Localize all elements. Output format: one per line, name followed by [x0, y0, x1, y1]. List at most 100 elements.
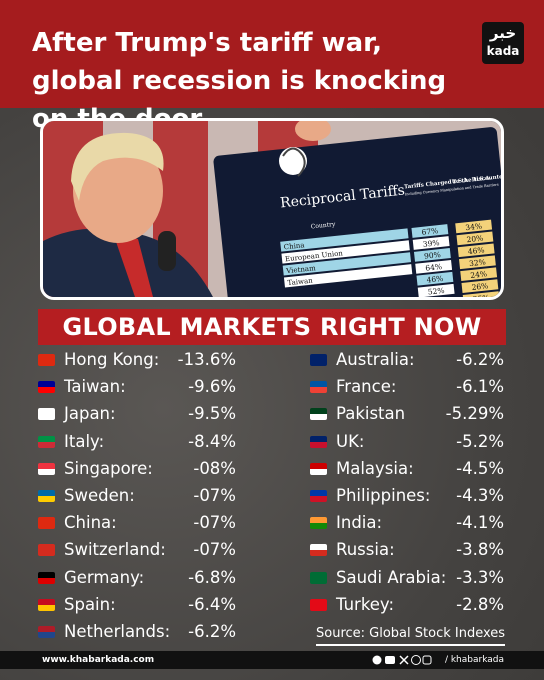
board-discounted: 20%: [466, 234, 484, 245]
tie: [113, 233, 153, 297]
flag: [38, 517, 55, 530]
change: -13.6%: [177, 350, 236, 369]
change: -4.5%: [456, 458, 504, 478]
icon: [399, 655, 409, 665]
icon: [385, 656, 395, 664]
handle: / khabarkada: [444, 655, 504, 665]
board-cell: [416, 271, 454, 286]
board-row: [280, 228, 409, 252]
change: -08%: [193, 458, 236, 478]
market-row: France: -6.1%: [310, 375, 504, 399]
market-row: Philippines: -4.3%: [310, 484, 504, 508]
board-cell: [460, 267, 498, 282]
logo: خبر kada: [482, 22, 524, 64]
market-row: Netherlands: -6.2%: [38, 620, 236, 644]
market-row: Sweden: -07%: [38, 484, 236, 508]
change: -4.1%: [456, 513, 504, 533]
section-banner: GLOBAL MARKETS RIGHT NOW: [38, 309, 506, 345]
board-cell: [411, 224, 449, 238]
board-cell: [458, 255, 496, 270]
market-row: Singapore: -08%: [38, 457, 236, 481]
board-cell: [461, 279, 499, 293]
country: Japan:: [64, 404, 116, 424]
country: Pakistan: [336, 404, 406, 424]
market-row: Switzerland: -07%: [38, 538, 236, 562]
flag: [38, 354, 55, 366]
change: -07%: [193, 540, 236, 560]
country: France:: [336, 377, 397, 397]
flag: [38, 626, 55, 638]
country: China:: [64, 513, 117, 533]
board-country: China: [283, 241, 305, 251]
market-row: Germany: -6.8%: [38, 566, 236, 590]
market-row: Australia: -6.2%: [310, 348, 504, 372]
board-cell: [455, 219, 493, 234]
flag: [310, 517, 327, 530]
board-charged: 46%: [426, 274, 444, 285]
change: -3.8%: [456, 540, 504, 560]
change: -6.1%: [456, 377, 504, 397]
country: India:: [336, 513, 383, 533]
flag: [310, 490, 327, 502]
hair: [71, 132, 164, 201]
flag: [310, 571, 327, 584]
flag: [38, 435, 55, 448]
change: -6.8%: [188, 567, 236, 587]
board-cell: [462, 291, 500, 297]
board-header: Country: [310, 221, 336, 231]
change: -6.2%: [188, 622, 236, 641]
change: -07%: [193, 513, 236, 533]
market-row: Russia: -3.8%: [310, 538, 504, 562]
social-icons: [372, 655, 432, 665]
board-charged: 90%: [424, 250, 442, 261]
seal: [279, 147, 307, 175]
board-discounted: 32%: [469, 257, 487, 268]
country: Malaysia:: [336, 458, 414, 478]
logo-text: kada: [486, 44, 520, 58]
board-charged: 52%: [427, 286, 445, 297]
icon: [411, 655, 421, 665]
board-cell: [456, 231, 494, 246]
flag: [310, 354, 327, 366]
hand: [282, 147, 306, 177]
change: -6.4%: [188, 594, 236, 614]
market-row: Malaysia: -4.5%: [310, 457, 504, 481]
change: -8.4%: [188, 431, 236, 451]
board-cell: [412, 236, 450, 250]
change: -2.8%: [456, 594, 504, 614]
source: Source: Global Stock Indexes: [316, 624, 506, 646]
market-row: China: -07%: [38, 511, 236, 535]
country: Hong Kong:: [64, 350, 160, 369]
flag: [310, 435, 327, 448]
board-discounted: 25%: [472, 293, 490, 297]
change: -6.2%: [456, 350, 504, 369]
hand: [295, 121, 331, 141]
board-discounted: 34%: [465, 222, 483, 233]
microphone: [158, 231, 176, 271]
country: Singapore:: [64, 458, 153, 478]
country: Australia:: [336, 350, 415, 369]
country: Taiwan:: [64, 377, 126, 397]
country: Turkey:: [336, 594, 395, 614]
market-row: Pakistan -5.29%: [310, 402, 504, 426]
photo-illustration: Reciprocal Tariffs Country Tariffs Charg…: [43, 121, 501, 297]
flag: [310, 408, 327, 421]
country: Saudi Arabia:: [336, 567, 447, 587]
flag: [38, 544, 55, 557]
market-row: Japan: -9.5%: [38, 402, 236, 426]
market-row: Saudi Arabia: -3.3%: [310, 566, 504, 590]
board-cell: [417, 283, 455, 297]
change: -4.3%: [456, 486, 504, 505]
icon: [422, 655, 432, 665]
flag: [310, 544, 327, 557]
country: Switzerland:: [64, 540, 166, 560]
icon: [372, 655, 382, 665]
photo: Reciprocal Tariffs Country Tariffs Charg…: [40, 118, 504, 300]
change: -3.3%: [456, 567, 504, 587]
country: Italy:: [64, 431, 105, 451]
board-row: [283, 264, 413, 288]
flag: [38, 571, 55, 584]
flag: [38, 408, 55, 421]
flag: [38, 490, 55, 502]
footer: www.khabarkada.com / khabarkada: [0, 651, 544, 669]
